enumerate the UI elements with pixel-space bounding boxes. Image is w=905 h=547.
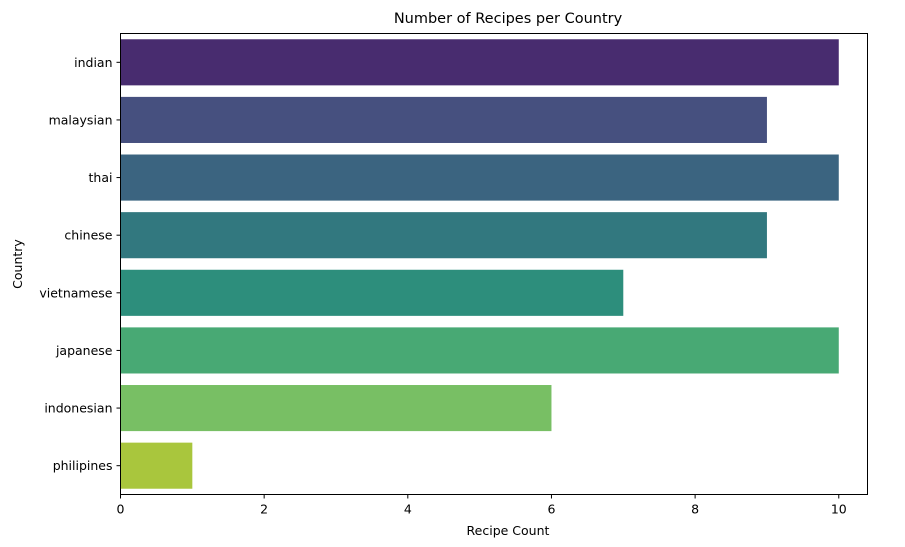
bar-indian [120,39,839,86]
y-tick-label: chinese [64,228,112,243]
x-tick-label: 0 [117,502,125,517]
x-tick-label: 2 [260,502,268,517]
y-axis-label: Country [10,239,25,289]
y-tick-label: thai [89,170,113,185]
bar-indonesian [120,385,552,432]
y-tick-label: vietnamese [39,285,112,300]
y-tick-label: philipines [53,458,113,473]
y-tick-label: indian [74,55,112,70]
bar-philipines [120,442,193,489]
bar-vietnamese [120,269,624,316]
y-tick-label: malaysian [49,112,113,127]
x-tick-label: 4 [404,502,412,517]
bar-chinese [120,212,767,259]
bar-japanese [120,327,839,374]
x-tick-label: 6 [547,502,555,517]
plot-frame [120,33,868,495]
bar-malaysian [120,96,767,143]
chart-title: Number of Recipes per Country [394,11,623,27]
x-tick-label: 10 [831,502,847,517]
bars-group [120,39,839,489]
bar-thai [120,154,839,201]
y-tick-label: indonesian [44,401,112,416]
x-tick-label: 8 [691,502,699,517]
x-axis-label: Recipe Count [467,523,550,538]
x-axis-ticks: 0 2 4 6 8 10 [117,494,847,517]
y-tick-label: japanese [55,343,113,358]
y-axis-ticks: indian malaysian thai chinese vietnamese japa… [39,55,121,473]
